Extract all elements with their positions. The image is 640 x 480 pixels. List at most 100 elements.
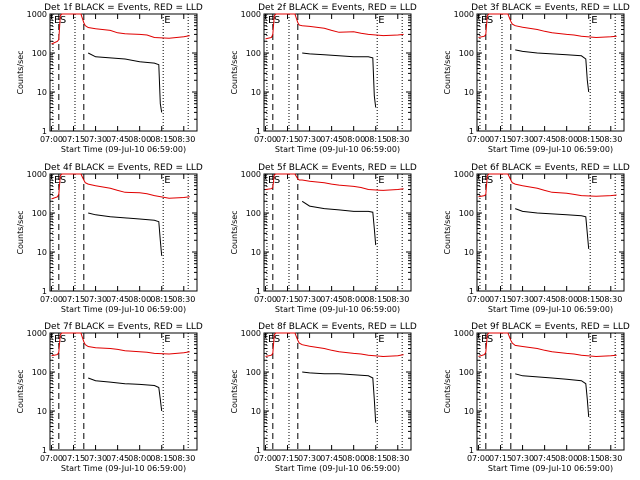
- panel-det-4: Det 4f BLACK = Events, RED = LLD 1 10 100 10…: [16, 163, 203, 314]
- series-lld-line: [265, 13, 404, 40]
- x-tick-label: 08:15: [150, 295, 173, 304]
- y-tick-label: 100: [246, 368, 261, 377]
- panel-title: Det 2f BLACK = Events, RED = LLD: [258, 3, 417, 13]
- y-tick-label: 10: [37, 248, 47, 257]
- x-tick-label: 07:30: [298, 135, 321, 144]
- series-lld-line: [478, 173, 617, 198]
- y-axis-label: Counts/sec: [443, 210, 452, 254]
- x-tick-label: 07:00: [467, 295, 490, 304]
- y-tick-label: 1: [256, 446, 261, 455]
- y-tick-label: 10: [251, 88, 261, 97]
- x-tick-label: 08:00: [128, 295, 151, 304]
- panel-title: Det 4f BLACK = Events, RED = LLD: [44, 163, 203, 173]
- series-events-line: [515, 49, 590, 93]
- panel-title: Det 9f BLACK = Events, RED = LLD: [471, 322, 630, 332]
- y-tick-label: 10: [251, 248, 261, 257]
- x-tick-label: 07:30: [511, 454, 534, 463]
- y-axis-label: Counts/sec: [230, 50, 239, 94]
- y-tick-label: 100: [459, 368, 474, 377]
- panel-det-3: Det 3f BLACK = Events, RED = LLD 1 10 100 10…: [443, 3, 630, 154]
- y-tick-label: 100: [246, 49, 261, 58]
- y-tick-label: 1000: [27, 10, 47, 19]
- panel-det-1: Det 1f BLACK = Events, RED = LLD 1 10 100 10…: [16, 3, 203, 154]
- marker-label-e: E: [481, 15, 487, 26]
- marker-label-e: E: [268, 175, 274, 186]
- panel-det-9: Det 9f BLACK = Events, RED = LLD 1 10 100 10…: [443, 322, 630, 473]
- x-tick-label: 07:15: [489, 454, 512, 463]
- x-tick-label: 07:30: [84, 454, 107, 463]
- y-axis-label: Counts/sec: [443, 369, 452, 413]
- panel-det-6: Det 6f BLACK = Events, RED = LLD 1 10 100 10…: [443, 163, 630, 314]
- series-lld-line: [265, 173, 404, 191]
- x-axis-label: Start Time (09-Jul-10 06:59:00): [488, 305, 613, 314]
- x-tick-label: 08:00: [342, 454, 365, 463]
- x-tick-label: 07:45: [320, 454, 343, 463]
- x-tick-label: 07:00: [467, 135, 490, 144]
- x-tick-label: 08:30: [599, 454, 622, 463]
- series-events-line: [515, 208, 590, 249]
- marker-label-e: E: [268, 15, 274, 26]
- x-tick-label: 08:15: [150, 135, 173, 144]
- plot-frame: [49, 332, 198, 451]
- marker-label-e: E: [54, 15, 60, 26]
- y-tick-label: 1000: [241, 10, 261, 19]
- x-tick-label: 07:45: [106, 135, 129, 144]
- x-tick-label: 07:45: [533, 295, 556, 304]
- panel-det-8: Det 8f BLACK = Events, RED = LLD 1 10 100 10…: [230, 322, 417, 473]
- x-tick-label: 08:15: [150, 454, 173, 463]
- series-lld-line: [478, 332, 617, 358]
- x-tick-label: 08:15: [364, 135, 387, 144]
- x-tick-label: 08:30: [386, 295, 409, 304]
- marker-label-e: E: [378, 15, 384, 26]
- marker-label-s: S: [274, 334, 280, 345]
- series-lld-line: [51, 332, 190, 357]
- series-events-line: [88, 377, 163, 412]
- x-tick-label: 07:30: [511, 135, 534, 144]
- x-tick-label: 07:00: [40, 454, 63, 463]
- panel-det-2: Det 2f BLACK = Events, RED = LLD 1 10 100 10…: [230, 3, 417, 154]
- marker-label-e: E: [54, 334, 60, 345]
- x-tick-label: 08:30: [386, 454, 409, 463]
- marker-label-e: E: [591, 334, 597, 345]
- marker-label-e: E: [591, 15, 597, 26]
- y-tick-label: 1: [469, 446, 474, 455]
- plot-frame: [263, 173, 412, 292]
- y-tick-label: 1000: [454, 10, 474, 19]
- x-tick-label: 08:00: [555, 295, 578, 304]
- plot-frame: [476, 332, 625, 451]
- series-lld-line: [478, 13, 617, 39]
- y-tick-label: 10: [464, 407, 474, 416]
- marker-label-e: E: [268, 334, 274, 345]
- y-tick-label: 1000: [241, 170, 261, 179]
- marker-label-e: E: [481, 175, 487, 186]
- x-tick-label: 07:00: [40, 135, 63, 144]
- plot-frame: [263, 332, 412, 451]
- x-tick-label: 08:00: [555, 454, 578, 463]
- marker-label-s: S: [487, 175, 493, 186]
- marker-label-e: E: [378, 175, 384, 186]
- y-tick-label: 100: [32, 49, 47, 58]
- x-tick-label: 07:45: [320, 295, 343, 304]
- panel-det-5: Det 5f BLACK = Events, RED = LLD 1 10 100 10…: [230, 163, 417, 314]
- y-tick-label: 1: [469, 127, 474, 136]
- x-tick-label: 08:00: [342, 135, 365, 144]
- y-axis-label: Counts/sec: [16, 369, 25, 413]
- x-tick-label: 07:00: [254, 454, 277, 463]
- x-tick-label: 07:30: [84, 295, 107, 304]
- y-axis-label: Counts/sec: [443, 50, 452, 94]
- x-tick-label: 07:00: [40, 295, 63, 304]
- y-tick-label: 100: [459, 49, 474, 58]
- marker-label-e: E: [164, 334, 170, 345]
- y-tick-label: 1: [256, 287, 261, 296]
- x-tick-label: 07:15: [276, 135, 299, 144]
- marker-label-s: S: [274, 175, 280, 186]
- x-tick-label: 07:00: [254, 135, 277, 144]
- marker-label-s: S: [60, 15, 66, 26]
- x-tick-label: 08:00: [555, 135, 578, 144]
- y-tick-label: 100: [246, 209, 261, 218]
- panel-det-7: Det 7f BLACK = Events, RED = LLD 1 10 100 10…: [16, 322, 203, 473]
- x-tick-label: 07:15: [489, 295, 512, 304]
- y-tick-label: 1: [42, 127, 47, 136]
- plot-frame: [476, 13, 625, 132]
